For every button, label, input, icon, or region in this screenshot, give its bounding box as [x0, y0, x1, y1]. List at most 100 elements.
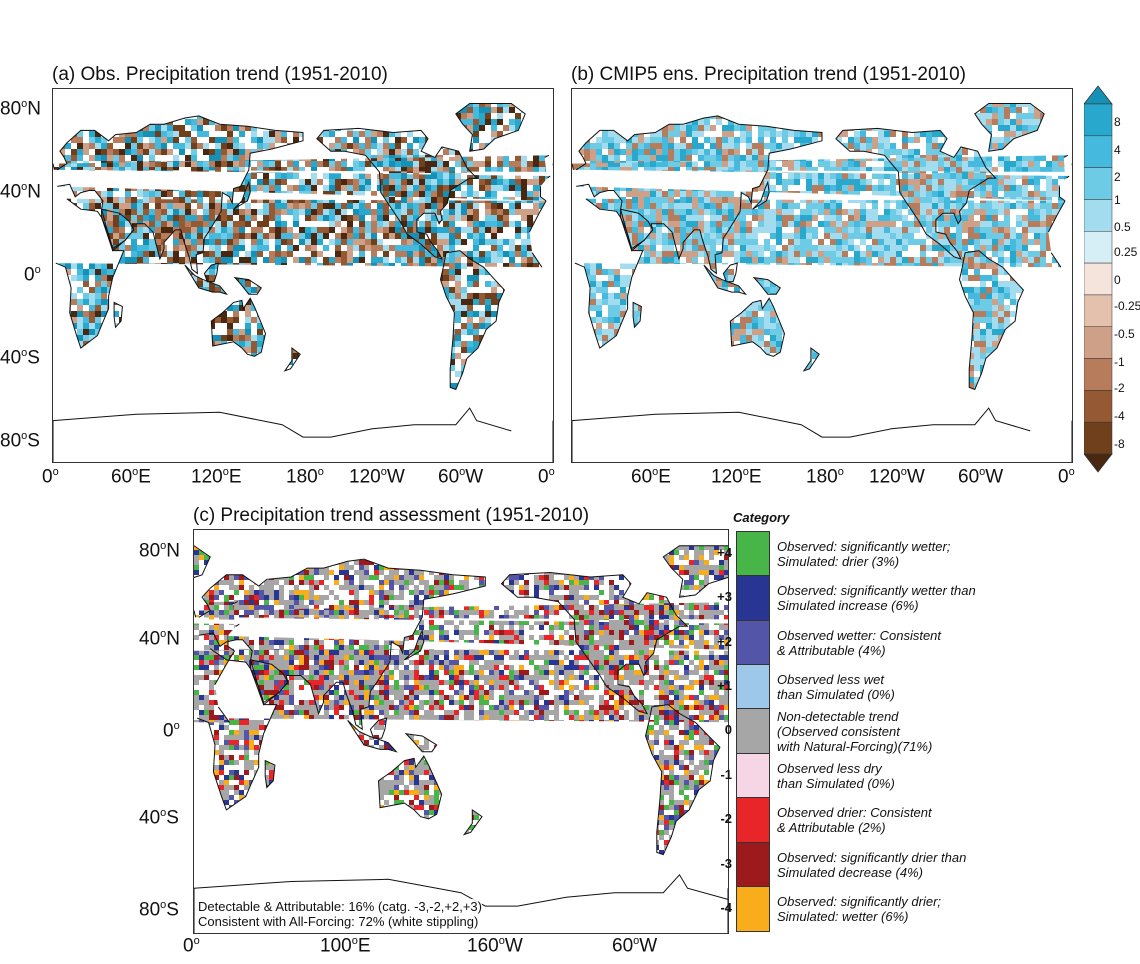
grid-cell — [89, 239, 95, 245]
grid-cell — [527, 317, 533, 323]
grid-cell — [305, 347, 311, 348]
grid-cell — [323, 198, 329, 203]
grid-cell — [485, 185, 491, 191]
grid-cell — [125, 167, 131, 172]
grid-cell — [101, 209, 107, 215]
grid-cell — [527, 203, 533, 209]
grid-cell — [245, 149, 251, 155]
grid-cell — [257, 155, 263, 161]
grid-cell — [407, 137, 413, 143]
grid-cell — [602, 335, 608, 341]
grid-cell — [413, 287, 419, 293]
grid-cell — [155, 239, 161, 245]
grid-cell — [299, 198, 305, 203]
grid-cell — [149, 143, 155, 149]
coastline-nz — [283, 347, 301, 372]
grid-cell — [407, 245, 413, 251]
grid-cell — [539, 115, 545, 119]
grid-cell — [491, 209, 497, 215]
grid-cell — [395, 251, 401, 257]
grid-cell — [311, 263, 317, 269]
grid-cell — [263, 155, 269, 161]
grid-cell — [383, 251, 389, 257]
grid-cell — [293, 239, 299, 245]
grid-cell — [203, 191, 209, 197]
grid-cell — [191, 275, 197, 281]
grid-cell — [149, 209, 155, 215]
grid-cell — [521, 137, 527, 143]
grid-cell — [383, 257, 389, 263]
grid-cell — [509, 161, 515, 167]
grid-cell — [65, 221, 71, 227]
grid-cell — [143, 143, 149, 149]
grid-cell — [113, 341, 119, 347]
grid-cell — [233, 317, 239, 323]
grid-cell — [590, 251, 596, 257]
grid-cell — [317, 155, 323, 161]
grid-cell — [413, 161, 419, 167]
grid-cell — [131, 269, 137, 274]
grid-cell — [221, 305, 227, 311]
grid-cell — [527, 137, 533, 143]
grid-cell — [407, 305, 413, 311]
grid-cell — [419, 287, 425, 293]
grid-cell — [275, 269, 281, 274]
grid-cell — [620, 203, 626, 209]
grid-cell — [275, 203, 281, 209]
grid-cell — [125, 245, 131, 251]
grid-cell — [293, 185, 299, 191]
grid-cell — [527, 197, 533, 203]
grid-cell — [263, 203, 269, 209]
grid-cell — [245, 335, 251, 341]
grid-cell — [413, 215, 419, 221]
continent-cells — [551, 209, 553, 353]
grid-cell — [341, 263, 347, 269]
grid-cell — [533, 167, 539, 172]
grid-cell — [55, 233, 59, 239]
grid-cell — [461, 137, 467, 143]
grid-cell — [407, 191, 413, 197]
grid-cell — [227, 269, 233, 274]
panel-b-map — [571, 88, 1073, 463]
grid-cell — [527, 341, 533, 347]
grid-cell — [83, 239, 89, 245]
grid-cell — [95, 323, 101, 329]
grid-cell — [173, 341, 179, 347]
grid-cell — [491, 115, 497, 119]
grid-cell — [596, 299, 602, 305]
grid-cell — [316, 128, 317, 131]
grid-cell — [155, 149, 161, 155]
grid-cell — [407, 119, 413, 125]
grid-cell — [305, 281, 311, 287]
grid-cell — [83, 317, 89, 323]
grid-cell — [215, 137, 221, 143]
grid-cell — [479, 353, 485, 359]
grid-cell — [608, 233, 614, 239]
grid-cell — [311, 215, 317, 221]
grid-cell — [55, 311, 59, 317]
grid-cell — [383, 115, 389, 119]
grid-cell — [215, 263, 219, 269]
grid-cell — [299, 119, 305, 125]
grid-cell — [275, 131, 281, 137]
grid-cell — [407, 149, 413, 155]
grid-cell — [137, 329, 143, 335]
grid-cell — [257, 269, 263, 274]
grid-cell — [365, 115, 371, 119]
grid-cell — [365, 119, 371, 125]
grid-cell — [461, 161, 467, 167]
grid-cell — [503, 305, 509, 311]
grid-cell — [419, 275, 425, 281]
grid-cell — [353, 198, 359, 203]
grid-cell — [251, 275, 257, 281]
grid-cell — [503, 269, 509, 275]
grid-cell — [449, 161, 455, 167]
grid-cell — [455, 317, 461, 323]
grid-cell — [215, 143, 221, 149]
grid-cell — [335, 269, 341, 274]
grid-cell — [143, 179, 149, 185]
grid-cell — [305, 149, 311, 155]
grid-cell — [149, 185, 155, 191]
grid-cell — [257, 239, 263, 245]
grid-cell — [371, 305, 377, 311]
